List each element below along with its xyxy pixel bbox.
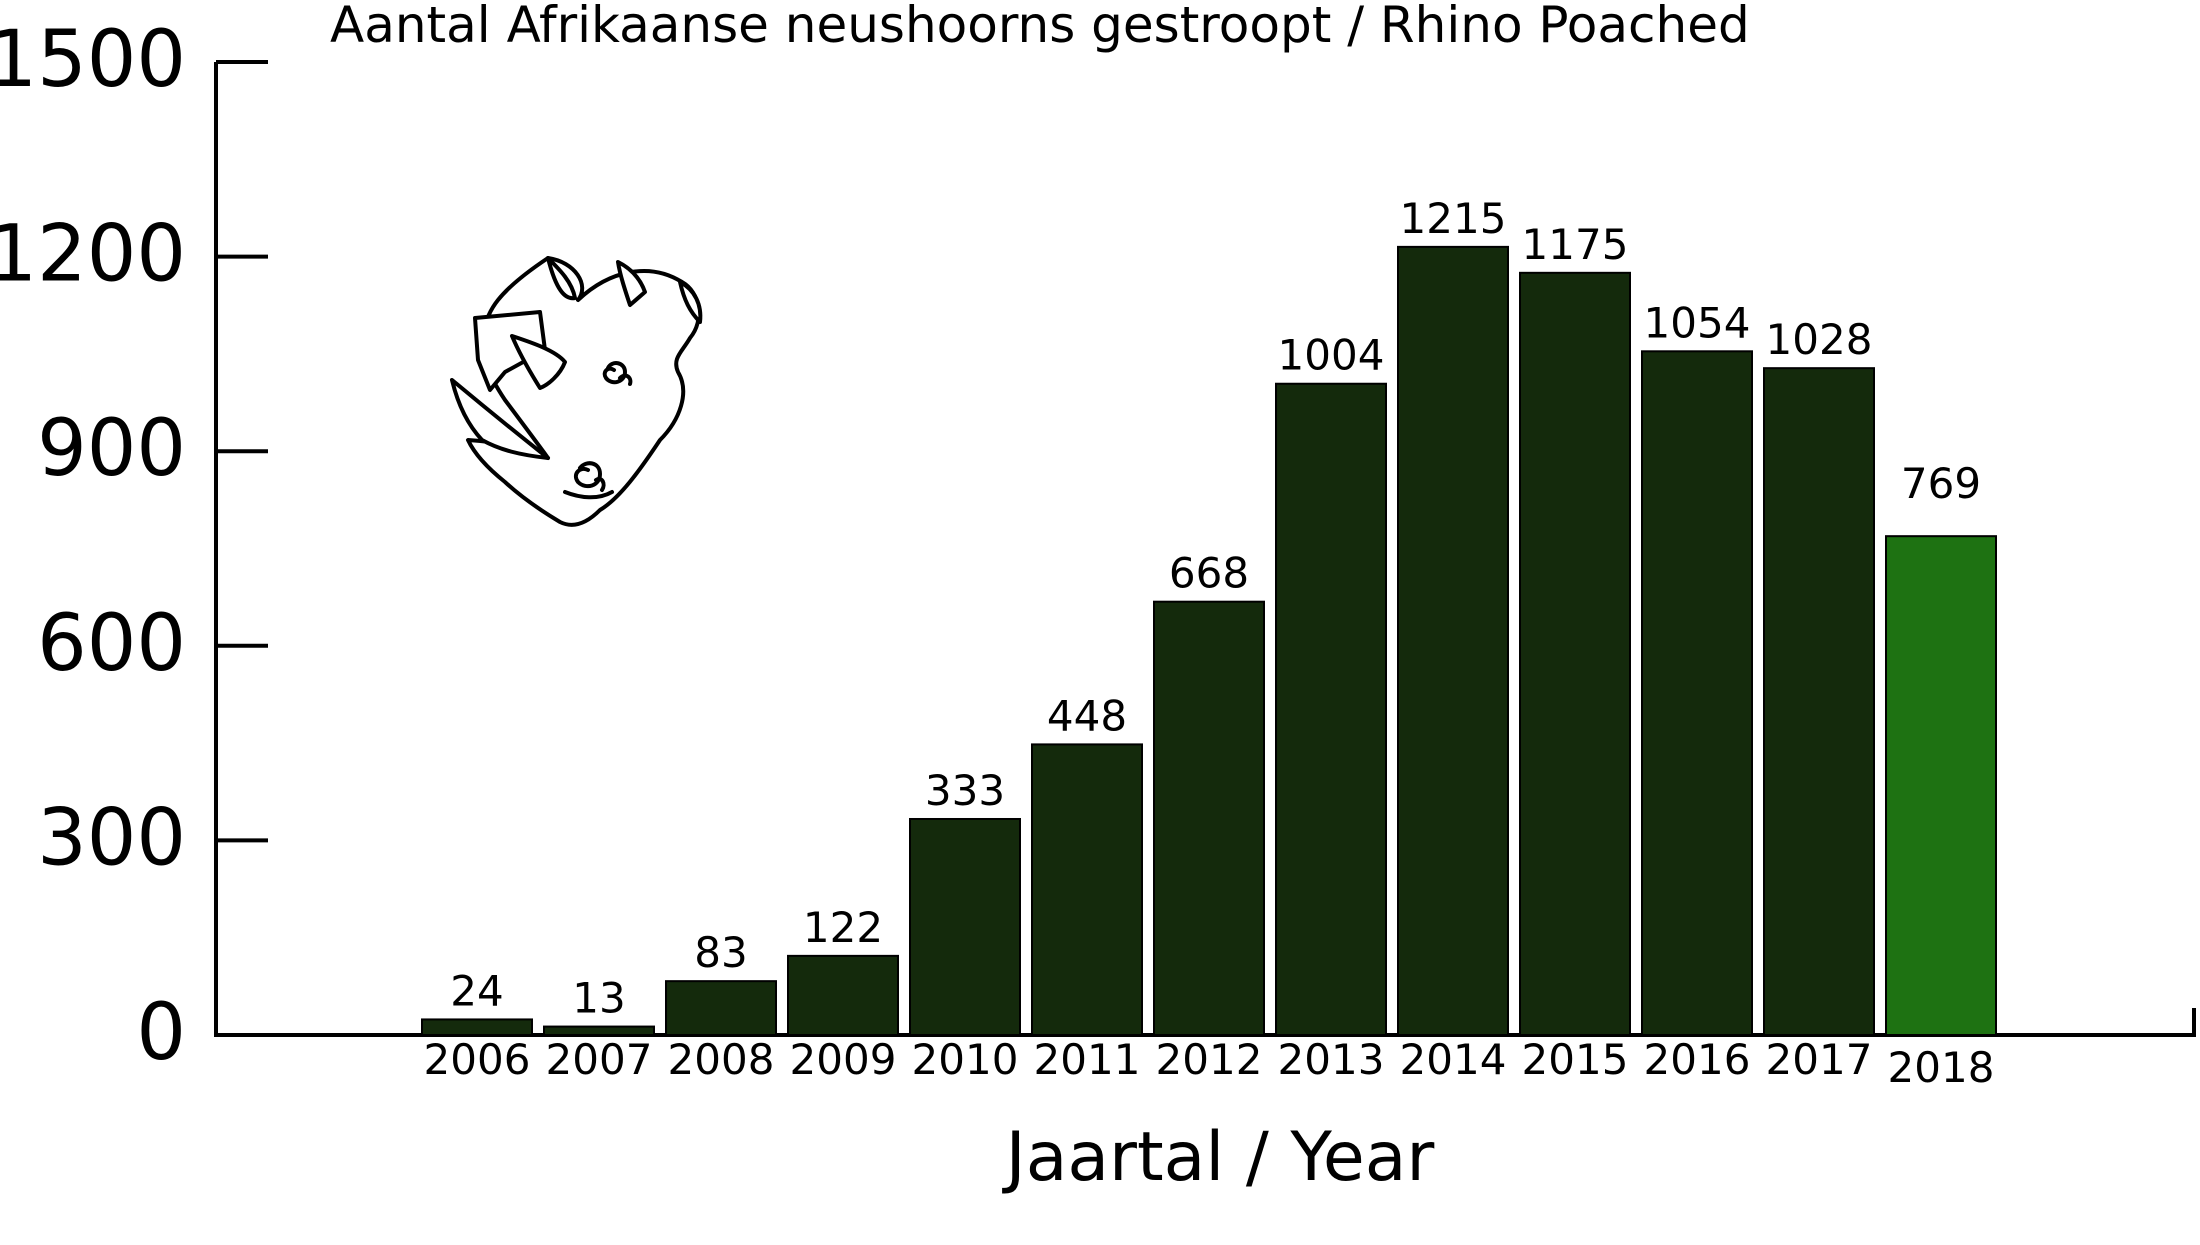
bar-2010 <box>909 817 1021 1037</box>
data-label-2011: 448 <box>1047 691 1127 740</box>
x-tick-label-2008: 2008 <box>668 1035 775 1084</box>
x-tick-label-2012: 2012 <box>1156 1035 1263 1084</box>
x-tick-label-2013: 2013 <box>1278 1035 1385 1084</box>
bar-2011 <box>1031 743 1143 1036</box>
chart-title: Aantal Afrikaanse neushoorns gestroopt /… <box>330 0 1750 54</box>
x-tick-label-2017: 2017 <box>1766 1035 1873 1084</box>
data-label-2015: 1175 <box>1522 220 1629 269</box>
bar-2015 <box>1519 271 1631 1037</box>
data-label-2017: 1028 <box>1766 315 1873 364</box>
bar-2017 <box>1763 367 1875 1036</box>
data-label-2008: 83 <box>694 928 747 977</box>
x-tick-label-2016: 2016 <box>1644 1035 1751 1084</box>
bar-2006 <box>421 1018 533 1037</box>
x-tick-label-2007: 2007 <box>546 1035 653 1084</box>
data-label-2009: 122 <box>803 903 883 952</box>
data-label-2016: 1054 <box>1644 298 1751 347</box>
bar-2012 <box>1153 600 1265 1036</box>
data-label-2010: 333 <box>925 766 1005 815</box>
x-tick-label-2009: 2009 <box>790 1035 897 1084</box>
data-labels: 24 13 83 122 333 448 668 1004 1215 1175 1054 1028 76… <box>450 194 1981 1023</box>
bar-2013 <box>1275 382 1387 1037</box>
data-label-2013: 1004 <box>1278 331 1385 380</box>
x-tick-label-2018: 2018 <box>1888 1043 1995 1092</box>
bar-2016 <box>1641 350 1753 1036</box>
x-axis-label: Jaartal / Year <box>1002 1118 1435 1197</box>
x-tick-label-2011: 2011 <box>1034 1035 1141 1084</box>
x-tick-label-2014: 2014 <box>1400 1035 1507 1084</box>
bar-2014 <box>1397 245 1509 1036</box>
y-tick-label: 600 <box>37 599 186 689</box>
rhino-head-icon <box>450 256 703 527</box>
x-tick-label-2015: 2015 <box>1522 1035 1629 1084</box>
y-tick-label: 1200 <box>0 210 186 300</box>
x-axis-tick-labels: 2006 2007 2008 2009 2010 2011 2012 2013 2014 2015… <box>424 1035 1995 1092</box>
data-label-2012: 668 <box>1169 549 1249 598</box>
y-axis-ticks: 0 300 600 900 1200 1500 <box>0 15 268 1078</box>
y-tick-label: 0 <box>136 988 186 1078</box>
bar-2009 <box>787 954 899 1037</box>
bar-2007 <box>543 1025 655 1037</box>
bar-2018 <box>1885 535 1997 1037</box>
data-label-2007: 13 <box>572 974 625 1023</box>
bars <box>421 245 1997 1037</box>
bar-2008 <box>665 980 777 1036</box>
data-label-2018: 769 <box>1901 459 1981 508</box>
data-label-2006: 24 <box>450 966 503 1015</box>
data-label-2014: 1215 <box>1400 194 1507 243</box>
y-tick-label: 300 <box>37 793 186 883</box>
x-tick-label-2010: 2010 <box>912 1035 1019 1084</box>
x-tick-label-2006: 2006 <box>424 1035 531 1084</box>
y-tick-label: 900 <box>37 404 186 494</box>
y-tick-label: 1500 <box>0 15 186 105</box>
